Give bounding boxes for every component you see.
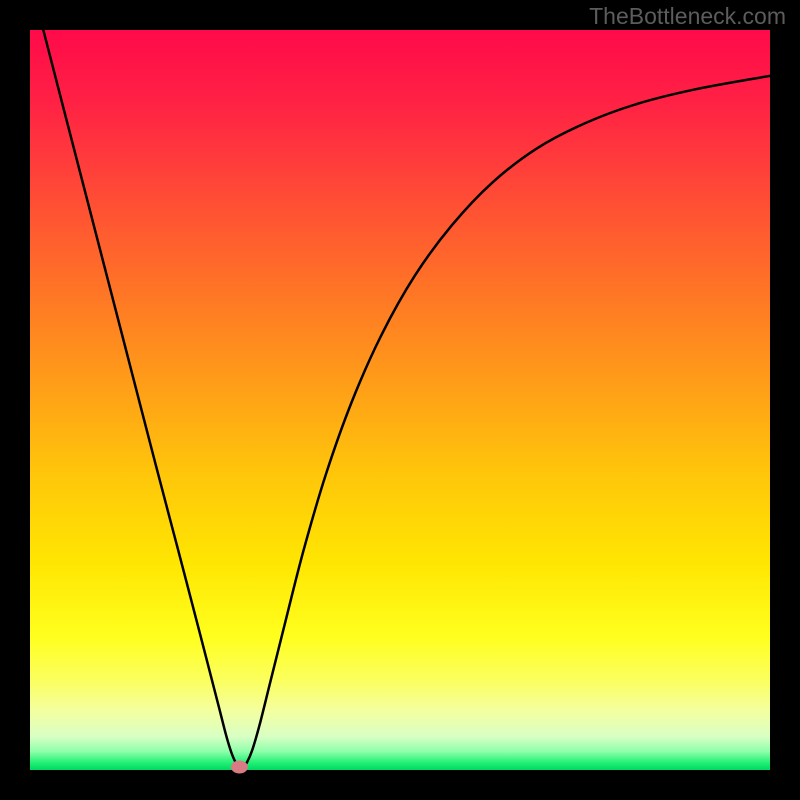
plot-background [30,30,770,770]
optimal-point-marker [231,761,247,773]
bottleneck-chart [0,0,800,800]
chart-frame: TheBottleneck.com [0,0,800,800]
watermark-text: TheBottleneck.com [589,3,786,30]
